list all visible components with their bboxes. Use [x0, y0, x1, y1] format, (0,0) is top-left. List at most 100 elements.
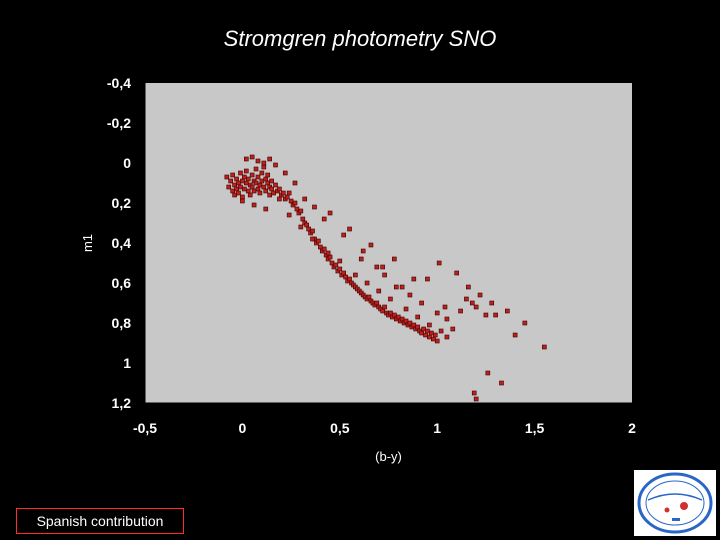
data-point: [226, 184, 232, 190]
data-point: [230, 188, 235, 194]
data-point: [292, 200, 298, 206]
data-point: [310, 236, 315, 242]
data-point: [444, 334, 450, 340]
data-point: [522, 320, 528, 326]
data-point: [253, 166, 259, 172]
data-point: [253, 180, 259, 186]
data-point: [304, 222, 309, 228]
data-point: [269, 186, 274, 192]
data-point: [236, 180, 241, 186]
data-point: [281, 190, 286, 196]
data-point: [423, 332, 428, 338]
data-point: [312, 204, 317, 210]
y-tick-label: 0,8: [112, 315, 132, 331]
data-point: [407, 292, 413, 298]
data-point: [436, 260, 442, 266]
data-point: [434, 310, 440, 316]
data-point: [341, 270, 346, 276]
data-point: [425, 276, 430, 282]
y-tick-label: -0,2: [107, 115, 131, 131]
data-point: [265, 180, 271, 186]
x-tick-label: 2: [628, 420, 636, 436]
data-point: [261, 184, 267, 190]
data-point: [376, 288, 382, 294]
data-point: [399, 316, 405, 322]
data-point: [337, 266, 343, 272]
data-point: [321, 246, 327, 252]
data-point: [267, 156, 272, 162]
data-point: [493, 312, 498, 318]
data-point: [232, 192, 237, 198]
data-point: [427, 334, 432, 340]
data-point: [265, 172, 271, 178]
data-point: [277, 186, 282, 192]
data-point: [321, 216, 327, 222]
data-point: [298, 208, 304, 214]
data-point: [316, 238, 321, 244]
data-point: [499, 380, 504, 386]
data-point: [234, 186, 239, 192]
data-point: [318, 244, 323, 250]
x-tick-label: 0: [239, 420, 247, 436]
data-point: [263, 176, 269, 182]
data-point: [466, 284, 471, 290]
data-point: [366, 294, 372, 300]
data-point: [454, 270, 459, 276]
data-point: [382, 304, 387, 310]
data-point: [284, 194, 290, 200]
data-point: [255, 174, 261, 180]
data-point: [442, 304, 448, 310]
data-point: [263, 188, 269, 194]
data-point: [388, 310, 393, 316]
data-point: [419, 330, 424, 336]
data-point: [255, 158, 261, 164]
data-point: [358, 256, 364, 262]
data-point: [232, 182, 237, 188]
data-point: [431, 336, 436, 342]
data-point: [438, 328, 444, 334]
data-point: [310, 228, 315, 234]
data-point: [469, 300, 475, 306]
data-point: [273, 162, 278, 168]
y-tick-label: 0: [123, 155, 131, 171]
data-point: [255, 186, 261, 192]
data-point: [347, 226, 352, 232]
data-point: [273, 182, 278, 188]
data-point: [411, 322, 417, 328]
data-point: [458, 308, 463, 314]
data-point: [294, 206, 300, 212]
data-points: [224, 154, 547, 402]
data-point: [483, 312, 489, 318]
data-point: [380, 308, 385, 314]
data-point: [327, 254, 333, 260]
data-point: [261, 160, 267, 166]
data-point: [407, 320, 413, 326]
x-tick-label: 1,5: [525, 420, 545, 436]
data-point: [427, 322, 432, 328]
data-point: [269, 178, 274, 184]
data-point: [403, 318, 409, 324]
data-point: [368, 242, 374, 248]
data-point: [240, 198, 245, 204]
data-point: [485, 370, 491, 376]
chart-title: Stromgren photometry SNO: [223, 26, 497, 51]
data-point: [471, 390, 477, 396]
x-axis-title: (b-y): [375, 449, 402, 464]
data-point: [257, 182, 263, 188]
y-tick-label: 1: [123, 355, 131, 371]
data-point: [327, 210, 333, 216]
data-point: [382, 272, 387, 278]
data-point: [292, 180, 298, 186]
data-point: [245, 188, 251, 194]
data-point: [261, 164, 267, 170]
y-tick-label: 0,2: [112, 195, 132, 211]
data-point: [360, 248, 366, 254]
data-point: [263, 206, 269, 212]
data-point: [302, 196, 308, 202]
data-point: [347, 276, 352, 282]
data-point: [489, 300, 495, 306]
footer-label: Spanish contribution: [16, 508, 184, 534]
data-point: [325, 250, 331, 256]
data-point: [282, 170, 288, 176]
data-point: [411, 276, 417, 282]
